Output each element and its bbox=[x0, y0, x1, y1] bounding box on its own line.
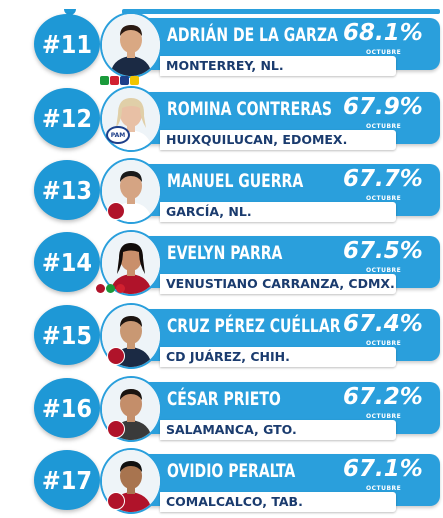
approval-percent: 67.5% bbox=[343, 238, 423, 264]
candidate-location: MONTERREY, NL. bbox=[166, 58, 284, 73]
candidate-name: ROMINA CONTRERAS bbox=[167, 98, 332, 120]
candidate-location: COMALCALCO, TAB. bbox=[166, 494, 303, 509]
approval-percent: 68.1% bbox=[343, 20, 423, 46]
ranking-row: #16 CÉSAR PRIETO SALAMANCA, GTO. 67.2% OCTUB… bbox=[0, 376, 443, 442]
location-bar bbox=[160, 202, 396, 222]
party-logo-icon bbox=[96, 284, 105, 293]
approval-percent: 67.7% bbox=[343, 166, 423, 192]
approval-percent: 67.1% bbox=[343, 456, 423, 482]
candidate-name: MANUEL GUERRA bbox=[167, 170, 304, 192]
party-logo-icon bbox=[106, 284, 115, 293]
ranking-row: #13 MANUEL GUERRA GARCÍA, NL. 67.7% OCTUBRE bbox=[0, 158, 443, 224]
previous-row-edge bbox=[40, 0, 440, 15]
month-label: OCTUBRE bbox=[366, 195, 402, 202]
candidate-portrait bbox=[100, 12, 162, 78]
candidate-location: SALAMANCA, GTO. bbox=[166, 422, 297, 437]
location-bar bbox=[160, 56, 396, 76]
candidate-name: ADRIÁN DE LA GARZA bbox=[167, 24, 338, 46]
rank-badge: #13 bbox=[34, 160, 100, 220]
month-label: OCTUBRE bbox=[366, 267, 402, 274]
rank-badge: #16 bbox=[34, 378, 100, 438]
party-logo-icon bbox=[120, 76, 129, 85]
month-label: OCTUBRE bbox=[366, 123, 402, 130]
ranking-row: #12 ROMINA CONTRERAS HUIXQUILUCAN, EDOMEX.… bbox=[0, 86, 443, 152]
candidate-location: CD JUÁREZ, CHIH. bbox=[166, 349, 290, 364]
month-label: OCTUBRE bbox=[366, 340, 402, 347]
portrait-icon bbox=[102, 232, 160, 294]
party-logo-icon bbox=[116, 284, 125, 293]
approval-percent: 67.2% bbox=[343, 384, 423, 410]
rank-badge: #12 bbox=[34, 88, 100, 148]
month-label: OCTUBRE bbox=[366, 485, 402, 492]
party-logo-pam: PAM bbox=[106, 126, 130, 144]
rank-badge: #15 bbox=[34, 305, 100, 365]
party-logo-icon bbox=[110, 76, 119, 85]
candidate-name: EVELYN PARRA bbox=[167, 242, 283, 264]
location-bar bbox=[160, 420, 396, 440]
ranking-row: #11 ADRIÁN DE LA GARZA MONTERREY, NL. 68.1%… bbox=[0, 12, 443, 85]
location-bar bbox=[160, 130, 396, 150]
party-logos bbox=[96, 278, 126, 293]
month-label: OCTUBRE bbox=[366, 49, 402, 56]
party-logo-icon bbox=[100, 76, 109, 85]
approval-percent: 67.4% bbox=[343, 311, 423, 337]
candidate-portrait bbox=[100, 230, 162, 296]
candidate-portrait bbox=[100, 86, 162, 152]
ranking-row: #15 CRUZ PÉREZ CUÉLLAR CD JUÁREZ, CHIH. 67.… bbox=[0, 303, 443, 369]
candidate-name: OVIDIO PERALTA bbox=[167, 460, 296, 482]
location-bar bbox=[160, 274, 396, 294]
candidate-location: VENUSTIANO CARRANZA, CDMX. bbox=[166, 276, 395, 291]
location-bar bbox=[160, 492, 396, 512]
candidate-name: CÉSAR PRIETO bbox=[167, 388, 281, 410]
rank-badge: #14 bbox=[34, 232, 100, 292]
candidate-name: CRUZ PÉREZ CUÉLLAR bbox=[167, 315, 341, 337]
party-logo-icon bbox=[130, 76, 139, 85]
party-logo-morena-icon bbox=[107, 347, 125, 365]
rank-badge: #11 bbox=[34, 14, 100, 74]
location-bar bbox=[160, 347, 396, 367]
approval-percent: 67.9% bbox=[343, 94, 423, 120]
rank-badge: #17 bbox=[34, 450, 100, 510]
portrait-icon bbox=[102, 14, 160, 76]
ranking-row: #14 EVELYN PARRA VENUSTIANO CARRANZA, CDMX… bbox=[0, 230, 443, 296]
party-logo-morena-icon bbox=[107, 202, 125, 220]
candidate-location: GARCÍA, NL. bbox=[166, 204, 252, 219]
candidate-location: HUIXQUILUCAN, EDOMEX. bbox=[166, 132, 348, 147]
party-logo-morena-icon bbox=[107, 492, 125, 510]
party-logos bbox=[100, 70, 140, 85]
month-label: OCTUBRE bbox=[366, 413, 402, 420]
ranking-row: #17 OVIDIO PERALTA COMALCALCO, TAB. 67.1% OC… bbox=[0, 448, 443, 514]
party-logo-morena-icon bbox=[107, 420, 125, 438]
